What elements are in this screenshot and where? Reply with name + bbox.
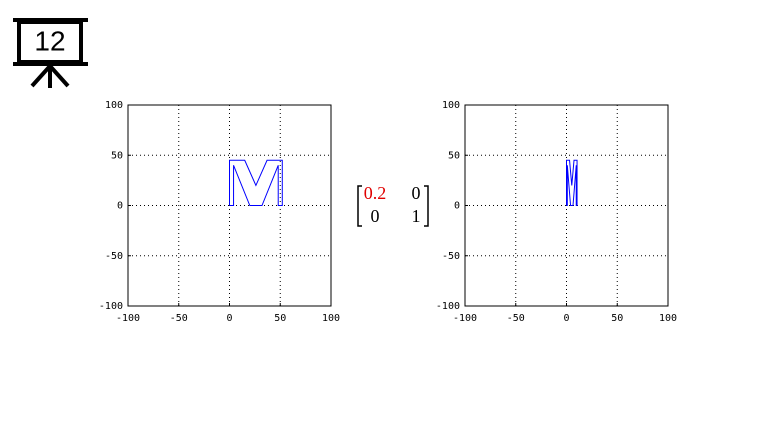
slide-number: 12 bbox=[34, 25, 65, 56]
matrix-entry: 1 bbox=[412, 206, 421, 226]
x-tick-label: -50 bbox=[170, 313, 188, 324]
y-tick-label: 100 bbox=[105, 100, 123, 111]
y-tick-label: 0 bbox=[454, 201, 460, 212]
y-tick-label: -50 bbox=[105, 251, 123, 262]
x-tick-label: -100 bbox=[116, 313, 140, 324]
data-line bbox=[566, 159, 578, 206]
plot-frame bbox=[464, 104, 669, 307]
y-tick-label: 50 bbox=[111, 150, 123, 161]
easel-leg bbox=[48, 64, 70, 88]
x-tick-label: 0 bbox=[563, 313, 569, 324]
data-line bbox=[229, 159, 283, 206]
y-tick-label: -100 bbox=[99, 301, 123, 312]
easel-leg bbox=[30, 64, 52, 88]
y-tick-label: 0 bbox=[117, 201, 123, 212]
x-tick-label: 0 bbox=[226, 313, 232, 324]
chart: -100 -50 0 50 100 -100 -50 0 50 100 bbox=[99, 100, 340, 324]
chart: -100 -50 0 50 100 -100 -50 0 50 100 bbox=[436, 100, 677, 324]
bracket bbox=[357, 185, 362, 227]
matrix-entry: 0 bbox=[371, 206, 380, 226]
plot-frame bbox=[127, 104, 332, 307]
x-tick-label: 100 bbox=[322, 313, 340, 324]
x-tick-label: 50 bbox=[274, 313, 286, 324]
x-tick-label: -100 bbox=[453, 313, 477, 324]
x-tick-label: 50 bbox=[611, 313, 623, 324]
x-tick-label: 100 bbox=[659, 313, 677, 324]
slide-number-icon: 12 bbox=[13, 18, 88, 88]
bracket bbox=[424, 185, 429, 227]
y-tick-label: -50 bbox=[442, 251, 460, 262]
matrix-entry: 0 bbox=[412, 183, 421, 203]
y-tick-label: 100 bbox=[442, 100, 460, 111]
y-tick-label: 50 bbox=[448, 150, 460, 161]
y-tick-label: -100 bbox=[436, 301, 460, 312]
matrix: 0.2 0 0 1 bbox=[357, 183, 429, 227]
matrix-entry: 0.2 bbox=[364, 183, 387, 203]
x-tick-label: -50 bbox=[507, 313, 525, 324]
